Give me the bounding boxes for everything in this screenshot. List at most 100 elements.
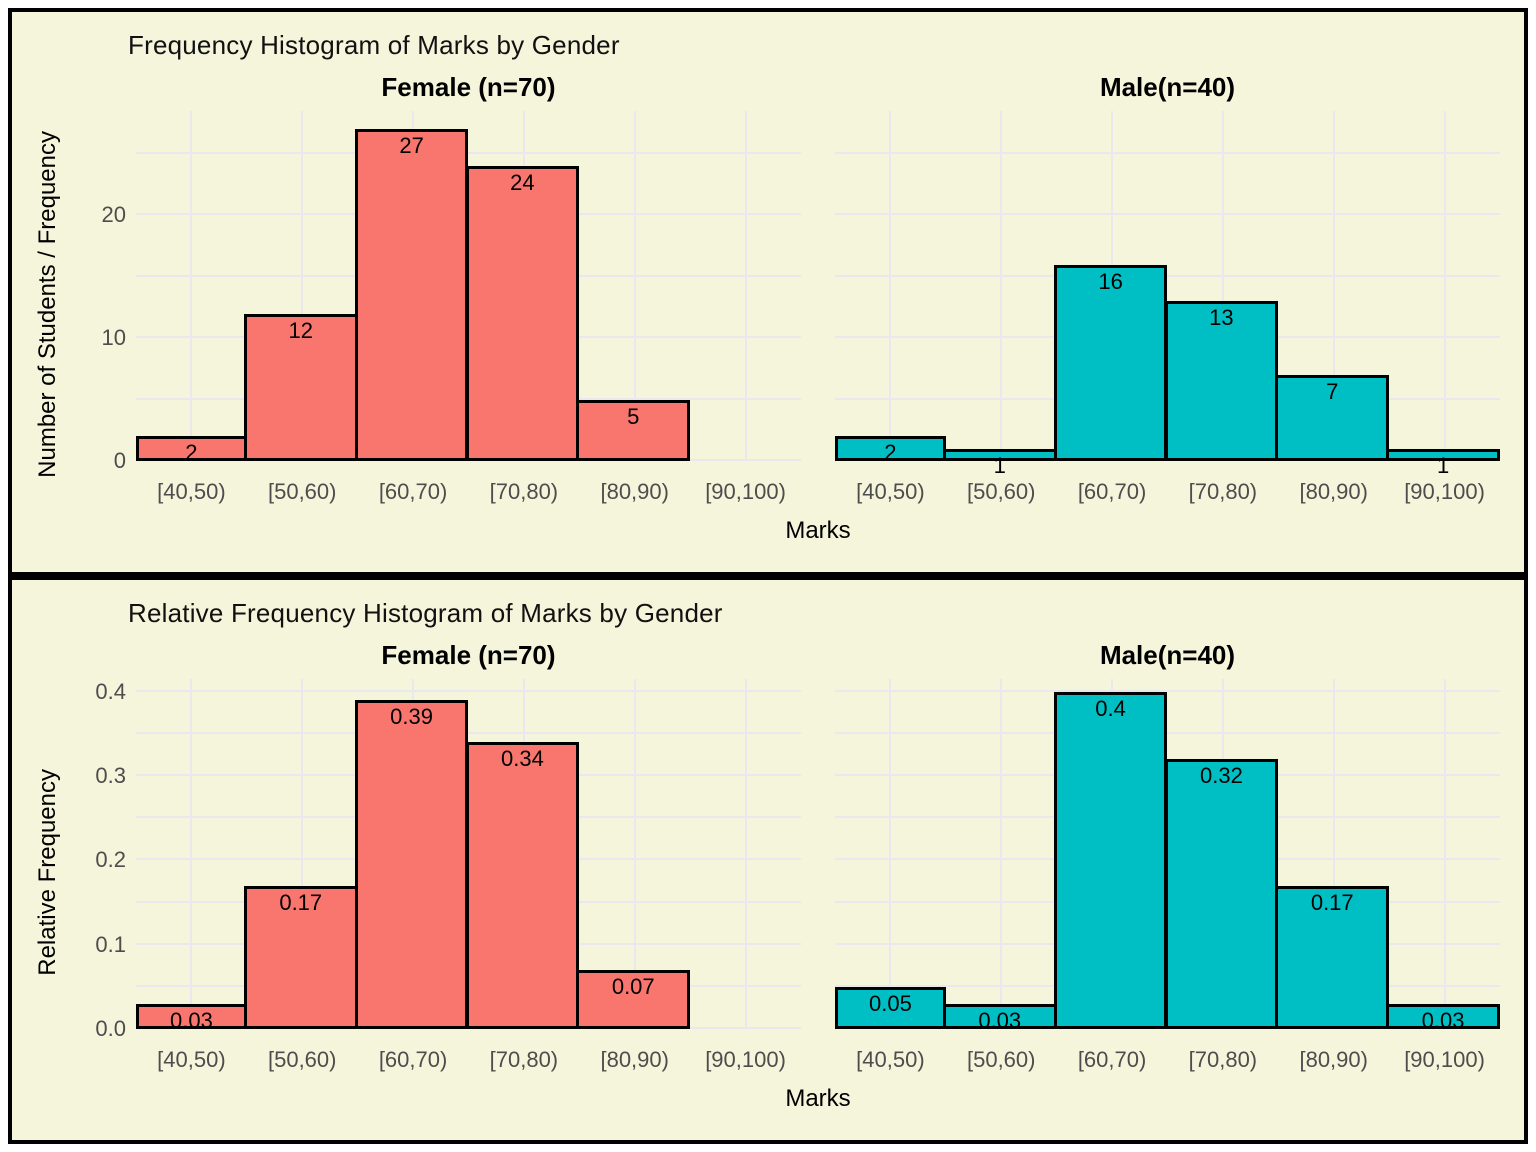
- facet-male: Male(n=40) 2 1 16 13 7 1 [40,50) [50,60) [60,70…: [835, 63, 1500, 509]
- gridline-vertical: [633, 111, 636, 461]
- x-axis-tick-label: [60,70): [378, 1047, 448, 1072]
- x-axis-tick-label: [50,60): [267, 479, 337, 504]
- x-axis-ticks-male: [40,50) [50,60) [60,70) [70,80) [80,90) [90,1…: [835, 1047, 1500, 1077]
- y-axis-tick-label: 0.1: [95, 931, 126, 957]
- bar-value-label: 2: [185, 440, 198, 466]
- plot-area-female: 2 12 27 24 5: [136, 111, 801, 465]
- gridline-vertical: [1332, 679, 1335, 1029]
- figure: Frequency Histogram of Marks by Gender N…: [8, 8, 1528, 1144]
- histogram-bar: 0.03: [942, 1003, 1057, 1032]
- y-axis-tick-label: 0.4: [95, 678, 126, 704]
- x-axis-tick-label: [60,70): [378, 479, 448, 504]
- x-axis-label: Marks: [785, 1085, 851, 1112]
- bar-value-label: 0.17: [279, 889, 323, 915]
- x-axis-ticks-female: [40,50) [50,60) [60,70) [70,80) [80,90) [90,1…: [136, 479, 801, 509]
- bar-value-label: 0.03: [978, 1007, 1022, 1033]
- x-axis-tick-label: [70,80): [1188, 479, 1258, 504]
- gridline-vertical: [633, 679, 636, 1029]
- y-axis-tick-label: 0.0: [95, 1016, 126, 1041]
- x-axis-tick-label: [60,70): [1077, 479, 1147, 504]
- gridline-horizontal: [136, 151, 801, 154]
- y-axis-tick-label: 20: [101, 202, 126, 228]
- bar-value-label: 0.4: [1095, 695, 1126, 721]
- histogram-bar: 13: [1164, 301, 1279, 461]
- y-axis-ticks: 0 10 20: [72, 111, 136, 472]
- bar-value-label: 24: [510, 170, 535, 196]
- x-axis-tick-label: [80,90): [1299, 479, 1368, 504]
- facets-area: Female (n=70) 2 12 27 24 5 [40,50) [50,60) [60…: [136, 63, 1500, 545]
- plot-area-male: 0.05 0.03 0.4 0.32 0.17 0.03: [835, 679, 1500, 1032]
- bar-value-label: 7: [1326, 379, 1339, 405]
- gridline-vertical: [301, 111, 304, 461]
- histogram-bar: 0.39: [354, 700, 469, 1029]
- y-axis-label-column: Number of Students / Frequency: [24, 63, 72, 545]
- bar-value-label: 27: [399, 133, 424, 159]
- gridline-vertical: [1332, 111, 1335, 461]
- panel-title: Frequency Histogram of Marks by Gender: [128, 30, 620, 60]
- gridline-vertical: [889, 111, 892, 461]
- gridline-vertical: [889, 679, 892, 1029]
- facets-area: Female (n=70) 0.03 0.17 0.39 0.34 0.07 [40,5…: [136, 631, 1500, 1113]
- x-axis-tick-label: [40,50): [856, 1047, 925, 1072]
- bar-value-label: 0.03: [170, 1007, 213, 1033]
- gridline-vertical: [1000, 679, 1003, 1029]
- y-axis-ticks: 0.0 0.1 0.2 0.3 0.4: [72, 678, 136, 1039]
- gridline-horizontal: [835, 274, 1500, 277]
- histogram-bar: 16: [1053, 264, 1168, 461]
- histogram-bar: 2: [136, 436, 247, 465]
- histogram-bar: 0.17: [243, 885, 358, 1029]
- facet-title-male: Male(n=40): [1099, 71, 1236, 102]
- facet-female: Female (n=70) 0.03 0.17 0.39 0.34 0.07 [40,5…: [136, 631, 801, 1077]
- bar-value-label: 0.32: [1200, 763, 1243, 789]
- gridline-horizontal: [835, 213, 1500, 216]
- histogram-bar: 2: [835, 436, 946, 465]
- y-axis-label: Relative Frequency: [34, 768, 61, 976]
- x-axis-tick-label: [50,60): [267, 1047, 337, 1072]
- gridline-horizontal: [136, 689, 801, 692]
- plot-area-male: 2 1 16 13 7 1: [835, 111, 1500, 477]
- gridline-vertical: [744, 679, 747, 1029]
- gridline-horizontal: [835, 151, 1500, 154]
- x-axis-tick-label: [90,100): [1404, 479, 1485, 504]
- bar-value-label: 12: [288, 317, 313, 343]
- relative-frequency-histogram-panel: Relative Frequency Histogram of Marks by…: [8, 576, 1528, 1144]
- x-axis-tick-label: [70,80): [1188, 1047, 1258, 1072]
- gridline-vertical: [744, 111, 747, 461]
- x-axis-tick-label: [50,60): [966, 479, 1036, 504]
- histogram-bar: 0.05: [835, 986, 946, 1029]
- facet-title-female: Female (n=70): [381, 71, 556, 102]
- gridline-horizontal: [835, 731, 1500, 734]
- bar-value-label: 0.34: [501, 746, 544, 772]
- facets-row: Female (n=70) 2 12 27 24 5 [40,50) [50,60) [60…: [136, 63, 1500, 509]
- bar-value-label: 0.07: [611, 973, 655, 999]
- y-axis-tick-label: 0: [113, 448, 126, 473]
- histogram-bar: 0.07: [576, 969, 691, 1029]
- x-axis-tick-label: [80,90): [1299, 1047, 1368, 1072]
- histogram-bar: 0.4: [1053, 691, 1168, 1029]
- gridline-vertical: [301, 679, 304, 1029]
- histogram-bar: 5: [576, 399, 691, 461]
- histogram-bar: 0.17: [1275, 885, 1390, 1029]
- x-axis-tick-label: [40,50): [157, 479, 226, 504]
- x-axis-ticks-male: [40,50) [50,60) [60,70) [70,80) [80,90) [90,1…: [835, 479, 1500, 509]
- chart-row: Number of Students / Frequency 0 10 20 Fem…: [24, 63, 1500, 545]
- histogram-bar: 24: [465, 166, 580, 461]
- x-axis-tick-label: [70,80): [489, 479, 559, 504]
- bar-value-label: 16: [1098, 268, 1123, 294]
- bar-value-label: 0.17: [1310, 889, 1354, 915]
- histogram-bar: 12: [243, 313, 358, 461]
- gridline-vertical: [1443, 679, 1446, 1029]
- y-axis-label-column: Relative Frequency: [24, 631, 72, 1113]
- x-axis-tick-label: [80,90): [600, 1047, 669, 1072]
- histogram-bar: 7: [1275, 375, 1390, 461]
- x-axis-tick-label: [90,100): [1404, 1047, 1485, 1072]
- y-axis-tick-label: 10: [101, 325, 126, 351]
- y-axis-label: Number of Students / Frequency: [34, 130, 61, 478]
- x-axis-tick-label: [40,50): [856, 479, 925, 504]
- bar-value-label: 13: [1209, 305, 1234, 331]
- gridline-horizontal: [835, 689, 1500, 692]
- bar-value-label: 1: [993, 452, 1006, 478]
- histogram-bar: 0.34: [465, 742, 580, 1029]
- x-axis-tick-label: [90,100): [705, 479, 786, 504]
- bar-value-label: 5: [627, 403, 640, 429]
